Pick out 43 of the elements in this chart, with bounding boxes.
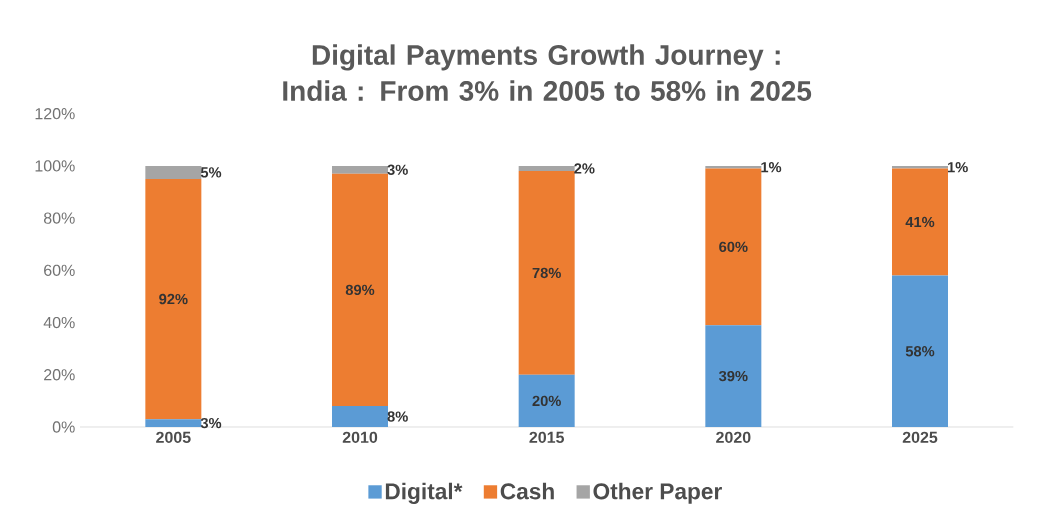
- chart-title: Digital Payments Growth Journey : India : From 3% in 2005 to 58% in 2025: [283, 44, 812, 101]
- legend-label: Digital*: [385, 482, 463, 504]
- y-tick-label: 0%: [52, 421, 75, 433]
- bar: [145, 178, 202, 420]
- data-label: 1%: [947, 162, 968, 173]
- y-tick-label: 80%: [43, 212, 75, 224]
- bar: [332, 165, 389, 174]
- data-label: 60%: [719, 241, 748, 253]
- legend-label: Cash: [500, 482, 554, 500]
- x-tick-label: 2025: [902, 431, 938, 444]
- data-label: 39%: [718, 370, 748, 382]
- data-label: 78%: [532, 267, 561, 279]
- data-label: 3%: [200, 417, 222, 429]
- bar: [892, 168, 948, 276]
- bar: [892, 275, 948, 427]
- x-tick-label: 2005: [156, 431, 191, 444]
- bar: [518, 165, 575, 172]
- x-tick-label: 2015: [529, 431, 565, 444]
- data-label: 2%: [574, 163, 595, 174]
- bar: [518, 374, 575, 427]
- data-label: 41%: [905, 216, 935, 228]
- bar: [145, 165, 202, 179]
- y-tick-label: 100%: [35, 160, 75, 172]
- data-label: 3%: [387, 164, 408, 175]
- bar: [145, 419, 202, 427]
- y-tick-label: 60%: [44, 264, 75, 276]
- y-tick-label: 20%: [44, 369, 75, 381]
- data-label: 58%: [905, 346, 935, 357]
- bar: [705, 325, 762, 427]
- data-label: 1%: [761, 162, 782, 173]
- bar: [332, 406, 389, 427]
- x-tick-label: 2010: [342, 431, 378, 444]
- legend-label: Other Paper: [593, 482, 722, 504]
- data-label: 92%: [159, 293, 188, 305]
- x-tick-label: 2020: [716, 431, 751, 444]
- y-tick-label: 40%: [43, 316, 75, 329]
- bar: [332, 173, 389, 407]
- y-tick-label: 120%: [35, 108, 75, 120]
- data-label: 20%: [532, 395, 561, 407]
- data-label: 5%: [200, 167, 222, 178]
- bar: [705, 168, 762, 326]
- data-label: 89%: [345, 284, 375, 296]
- bar: [518, 171, 575, 375]
